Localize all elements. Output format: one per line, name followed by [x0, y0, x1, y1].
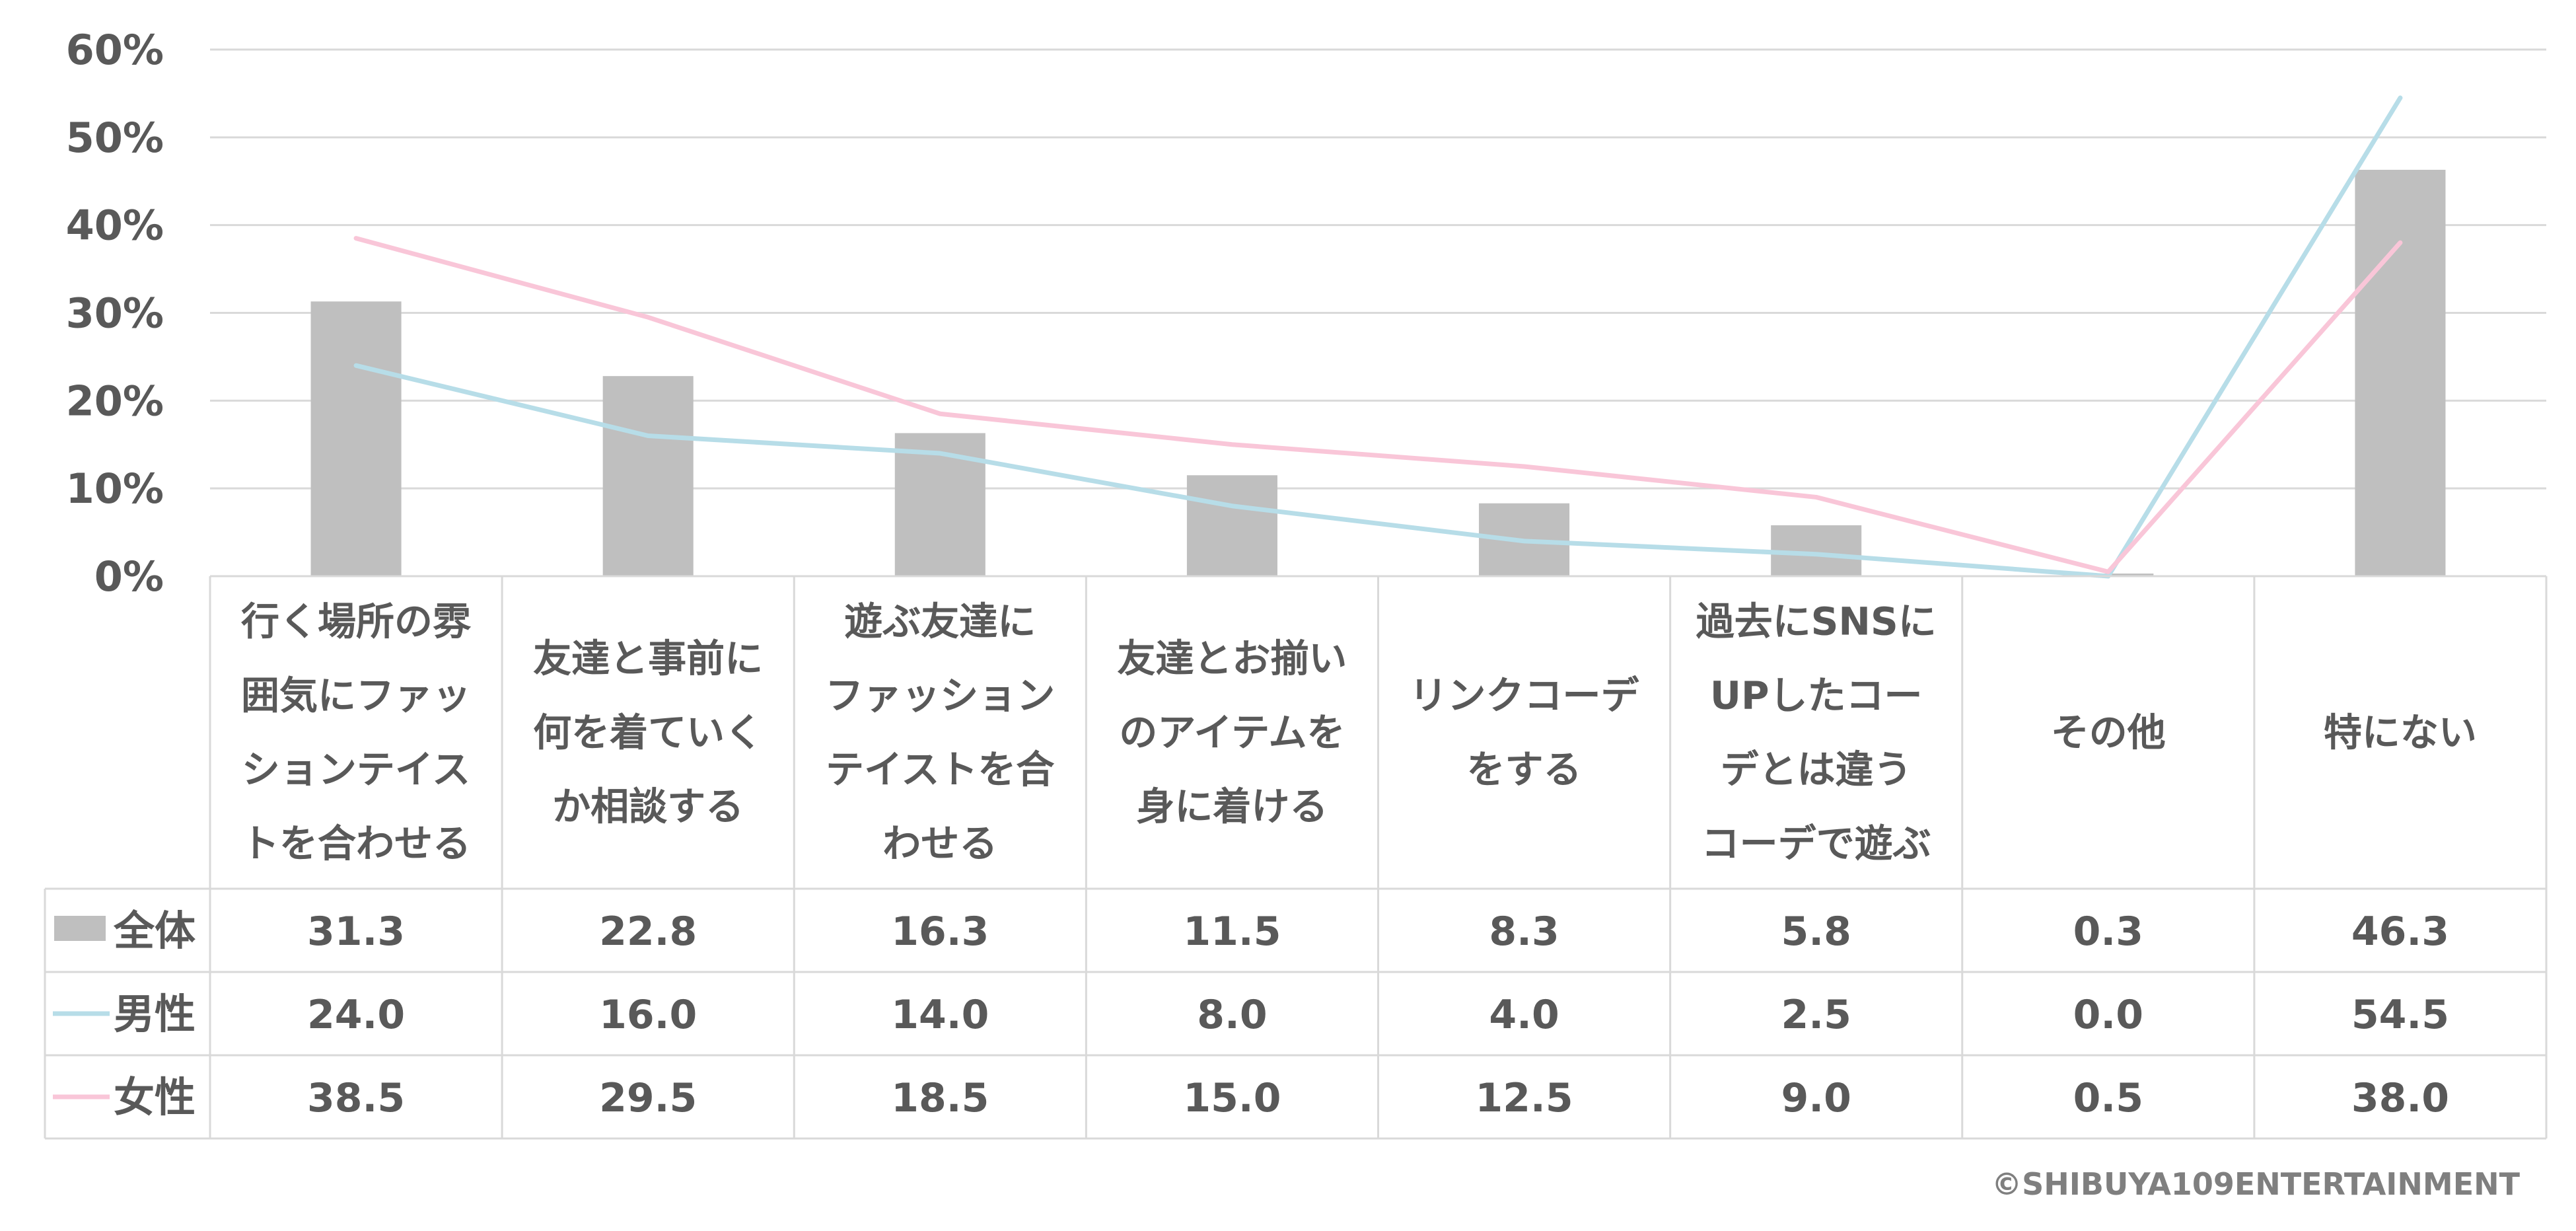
table-cell-value: 8.0	[1197, 992, 1267, 1038]
category-label: 過去にSNSに UPしたコーデとは違うコーデで遊ぶ	[1696, 599, 1937, 866]
category-label-line: デとは違う	[1721, 747, 1912, 792]
category-label-line: 友達と事前に	[533, 636, 763, 681]
legend-label: 男性	[114, 990, 196, 1038]
y-tick-label: 10%	[66, 465, 164, 513]
category-label: その他	[2051, 710, 2166, 755]
series-line	[353, 236, 2403, 574]
table-cell-value: 8.3	[1489, 909, 1559, 955]
table-cell-value: 16.3	[891, 909, 989, 955]
category-label-line: のアイテムを	[1119, 710, 1345, 755]
bar	[602, 376, 694, 576]
table-cell-value: 5.8	[1781, 909, 1851, 955]
table-cell-value: 22.8	[599, 909, 697, 955]
bar-series	[310, 169, 2446, 576]
category-label: 特にない	[2324, 710, 2477, 755]
line-series	[353, 95, 2403, 579]
table-cell-value: 31.3	[307, 909, 405, 955]
category-label: 行く場所の雰囲気にファッションテイストを合わせる	[241, 599, 472, 866]
table-cell-value: 38.5	[307, 1075, 405, 1121]
category-label-line: か相談する	[552, 784, 744, 829]
table-cell-value: 16.0	[599, 992, 697, 1038]
bar	[2355, 169, 2446, 576]
table-cell-value: 29.5	[599, 1075, 697, 1121]
bar	[1186, 475, 1277, 576]
category-label-line: コーデで遊ぶ	[1701, 821, 1931, 866]
y-axis: 0% 10% 20% 30% 40% 50% 60%	[66, 26, 164, 601]
category-label-line: ションテイス	[242, 747, 470, 792]
category-label-line: わせる	[882, 821, 997, 866]
legend-label: 女性	[114, 1073, 196, 1121]
category-label-line: ファッション	[825, 673, 1055, 718]
table-cell-value: 11.5	[1183, 909, 1281, 955]
category-label: 友達とお揃いのアイテムを身に着ける	[1117, 636, 1347, 829]
table-cell-value: 12.5	[1476, 1075, 1573, 1121]
table-cell-value: 24.0	[307, 992, 405, 1038]
y-tick-label: 40%	[66, 202, 164, 250]
category-label-line: 何を着ていく	[533, 710, 763, 755]
table-cell-value: 38.0	[2351, 1075, 2449, 1121]
legend-key-bar	[54, 916, 106, 941]
table-cell-value: 54.5	[2351, 992, 2449, 1038]
category-label-line: 身に着ける	[1136, 784, 1328, 829]
category-label-line: テイストを合	[826, 747, 1054, 792]
category-label-line: 囲気にファッ	[241, 673, 471, 718]
category-label-line: リンクコーデ	[1410, 673, 1640, 718]
category-label: 遊ぶ友達にファッションテイストを合わせる	[825, 599, 1055, 866]
data-table: 行く場所の雰囲気にファッションテイストを合わせる友達と事前に何を着ていくか相談す…	[44, 575, 2548, 1140]
category-label-line: 行く場所の雰	[241, 599, 472, 644]
category-label: リンクコーデをする	[1410, 673, 1640, 792]
category-label-line: その他	[2051, 710, 2166, 755]
table-cell-value: 46.3	[2351, 909, 2449, 955]
category-label-line: をする	[1467, 747, 1582, 792]
gridlines	[210, 48, 2546, 490]
table-cell-value: 0.5	[2073, 1075, 2143, 1121]
y-tick-label: 60%	[66, 26, 164, 74]
table-cell-value: 0.3	[2073, 909, 2143, 955]
table-cell-value: 9.0	[1781, 1075, 1851, 1121]
category-label-line: 特にない	[2324, 710, 2477, 755]
category-label-line: トを合わせる	[241, 821, 471, 866]
table-cell-value: 14.0	[891, 992, 989, 1038]
category-label-line: 友達とお揃い	[1117, 636, 1347, 681]
category-label-line: 過去にSNSに	[1696, 599, 1937, 644]
bar	[310, 301, 402, 576]
category-label-line: 遊ぶ友達に	[844, 599, 1036, 644]
category-label: 友達と事前に何を着ていくか相談する	[533, 636, 763, 829]
y-tick-label: 0%	[94, 552, 164, 601]
copyright-credit: ©SHIBUYA109ENTERTAINMENT	[1991, 1166, 2520, 1202]
y-tick-label: 30%	[66, 289, 164, 338]
table-cell-value: 0.0	[2073, 992, 2143, 1038]
y-tick-label: 20%	[66, 377, 164, 425]
table-cell-value: 15.0	[1183, 1075, 1281, 1121]
category-label-line: UPしたコー	[1710, 673, 1923, 718]
y-tick-label: 50%	[66, 114, 164, 162]
legend-label: 全体	[113, 907, 196, 955]
table-cell-value: 18.5	[891, 1075, 989, 1121]
table-cell-value: 2.5	[1781, 992, 1851, 1038]
table-cell-value: 4.0	[1489, 992, 1559, 1038]
series-line	[353, 95, 2403, 579]
